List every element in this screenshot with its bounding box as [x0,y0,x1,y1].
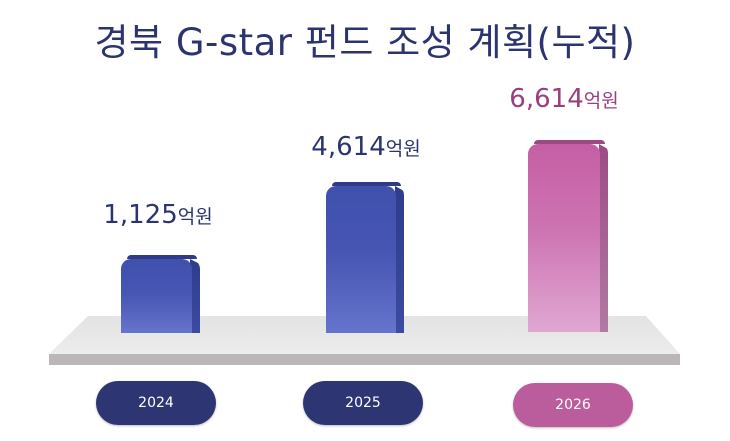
bar-side [190,259,200,333]
bar-2024 [121,255,200,333]
value-unit: 억원 [385,138,421,160]
bar-front [326,186,396,333]
value-label-2026: 6,614억원 [484,84,644,114]
year-pill-2024: 2024 [96,381,216,425]
bar-top-cap [534,140,605,144]
bar-2026 [528,140,608,332]
bar-side [395,186,404,333]
platform-front [49,354,680,365]
bar-front [121,259,192,333]
year-pill-2026: 2026 [513,383,633,427]
value-label-2024: 1,125억원 [78,200,238,230]
chart-title: 경북 G-star 펀드 조성 계획(누적) [94,21,636,64]
bar-top-cap [127,255,197,259]
value-unit: 억원 [583,90,619,112]
value-label-2025: 4,614억원 [286,132,446,162]
value-number: 6,614 [509,84,584,114]
value-number: 1,125 [103,200,178,230]
bar-front [528,144,600,332]
year-pill-2025: 2025 [303,381,423,425]
bar-top-cap [332,182,401,186]
value-number: 4,614 [311,132,386,162]
bar-side [599,144,608,332]
bar-2025 [326,182,404,333]
value-unit: 억원 [177,206,213,228]
